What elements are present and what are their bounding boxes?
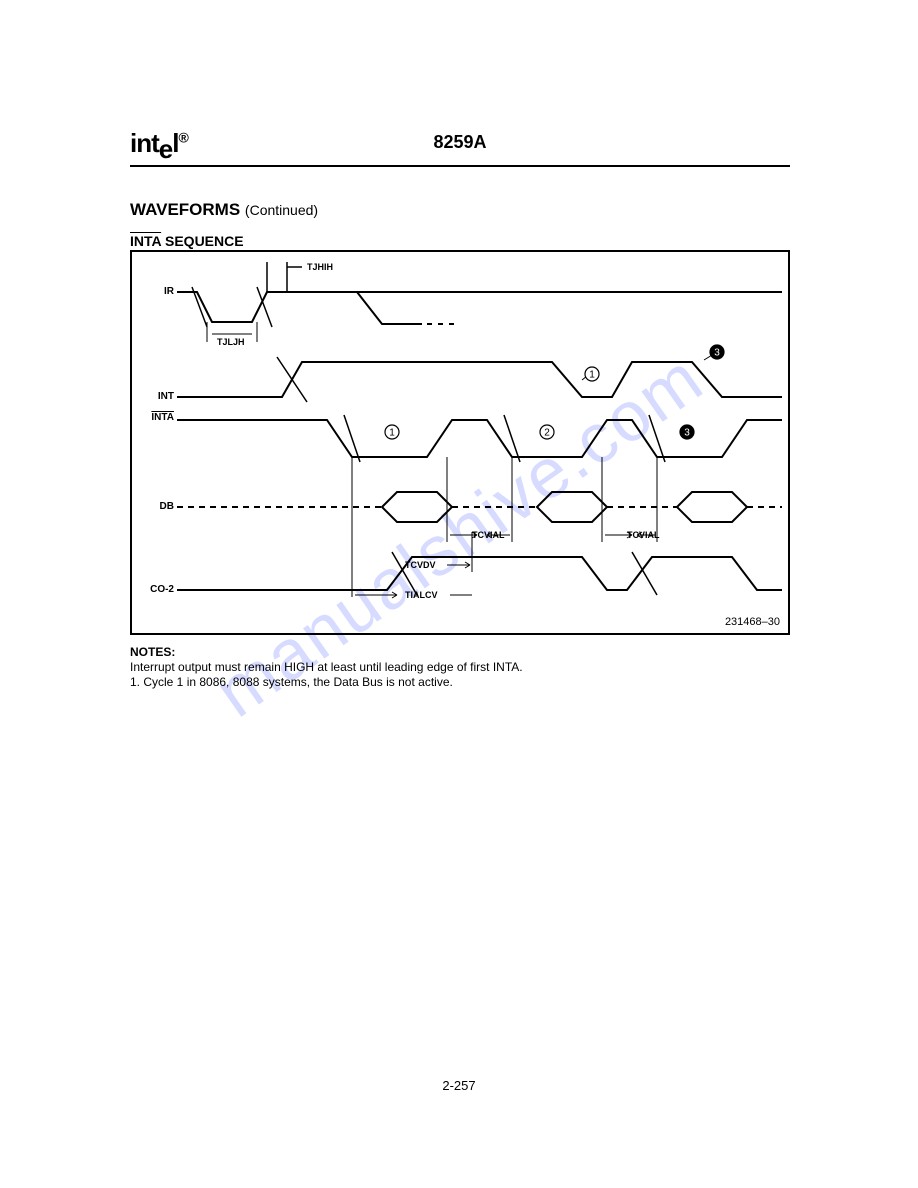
section-subtitle: (Continued) [245, 202, 318, 218]
part-number: 8259A [433, 132, 486, 153]
intel-logo: intel® [130, 128, 188, 159]
timing-svg: 1 3 1 2 3 [132, 252, 788, 633]
svg-text:3: 3 [684, 428, 690, 439]
timing-label-tcvdv: TCVDV [405, 560, 436, 570]
diagram-title-overline: INTA [130, 233, 161, 249]
header-rule [130, 165, 790, 167]
signal-label-int: INT [138, 391, 174, 402]
timing-label-tjljh: TJLJH [217, 337, 245, 347]
notes-heading: NOTES: [130, 645, 790, 660]
timing-label-tcvial-1: TCVIAL [472, 530, 505, 540]
signal-label-db: DB [138, 501, 174, 512]
signal-label-ir: IR [138, 286, 174, 297]
header: intel® 8259A [130, 128, 790, 158]
svg-text:2: 2 [544, 428, 550, 439]
figure-number: 231468–30 [725, 616, 780, 628]
svg-text:1: 1 [389, 428, 395, 439]
timing-label-tialcv: TIALCV [405, 590, 438, 600]
timing-label-tjhih: TJHIH [307, 262, 333, 272]
notes-line-1: Interrupt output must remain HIGH at lea… [130, 660, 790, 675]
notes: NOTES: Interrupt output must remain HIGH… [130, 645, 790, 690]
section-title-main: WAVEFORMS [130, 200, 240, 219]
svg-text:3: 3 [714, 348, 720, 359]
page: manualshive.com intel® 8259A WAVEFORMS (… [0, 0, 918, 1188]
page-number: 2-257 [442, 1078, 475, 1093]
diagram-title-rest: SEQUENCE [161, 233, 243, 249]
timing-diagram: 1 3 1 2 3 IR INT INTA DB CO-2 TJHIH TJLJ… [130, 250, 790, 635]
svg-text:1: 1 [589, 370, 595, 381]
diagram-title: INTA SEQUENCE [130, 233, 244, 249]
timing-label-tcvial-2: TCVIAL [627, 530, 660, 540]
notes-line-2: 1. Cycle 1 in 8086, 8088 systems, the Da… [130, 675, 790, 690]
signal-label-co2: CO-2 [138, 584, 174, 595]
signal-label-inta: INTA [138, 412, 174, 423]
section-title: WAVEFORMS (Continued) [130, 200, 318, 220]
